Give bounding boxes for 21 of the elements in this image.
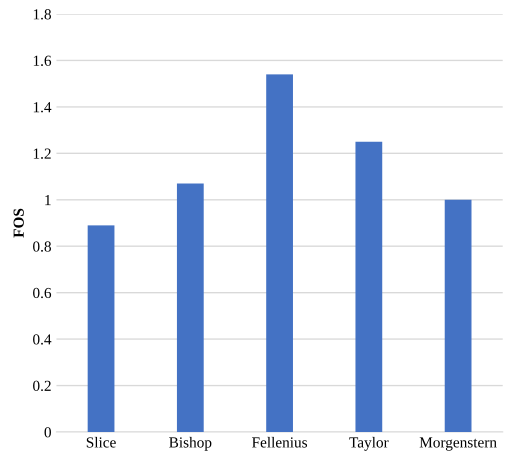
bar [176, 184, 204, 432]
y-tick-label: 0.4 [33, 334, 52, 345]
y-tick-label: 1.6 [34, 56, 52, 66]
y-tick-label: 0.8 [33, 241, 51, 252]
bar [444, 200, 472, 432]
bar [266, 74, 293, 432]
y-tick-label: 0.2 [33, 380, 51, 392]
y-tick-label: 0 [44, 427, 51, 438]
bar [355, 142, 382, 432]
y-tick-label: 0.6 [33, 288, 52, 298]
x-tick-label: Slice [86, 436, 116, 448]
x-tick-label: Taylor [349, 436, 389, 451]
bar [88, 225, 114, 432]
y-axis-title: FOS [14, 208, 24, 238]
y-tick-label: 1 [45, 194, 51, 206]
x-tick-label: Morgenstern [420, 437, 497, 451]
y-tick-label: 1.4 [34, 102, 52, 112]
x-tick-label: Bishop [169, 436, 212, 451]
y-tick-label: 1.8 [34, 9, 51, 20]
x-tick-label: Fellenius [252, 436, 308, 448]
y-tick-label: 1.2 [34, 148, 51, 159]
